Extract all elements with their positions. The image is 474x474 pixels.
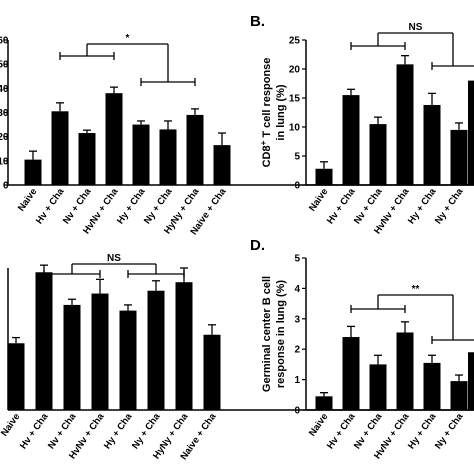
x-tick-label: Ny + Cha	[433, 186, 466, 226]
panel-label: D.	[250, 237, 265, 254]
y-tick-label: 20	[289, 65, 301, 76]
bar-nv-cha	[63, 304, 81, 410]
significance-label: NS	[107, 253, 121, 264]
bar-hv-cha	[35, 272, 53, 410]
y-tick-label: 25	[289, 36, 301, 47]
y-tick-label: 10	[0, 156, 9, 167]
y-tick-label: 5	[294, 152, 300, 163]
significance-label: **	[412, 284, 420, 295]
bar-ny-cha	[450, 129, 468, 185]
y-tick-label: 15	[289, 94, 301, 105]
bar-ny-cha	[159, 129, 177, 185]
y-tick-label: 0	[3, 181, 9, 192]
x-tick-label: Ny + Cha	[433, 411, 466, 451]
bar-hyny-cha	[175, 282, 193, 410]
y-tick-label: 50	[0, 60, 9, 71]
bar-hv-cha	[342, 95, 360, 185]
y-tick-label: 0	[294, 181, 300, 192]
bar-naive	[315, 396, 333, 410]
bar-nv-cha	[369, 124, 387, 185]
bar-hvnv-cha	[91, 293, 109, 410]
bar-hvnv-cha	[105, 93, 123, 185]
significance-label: *	[126, 33, 130, 44]
bar-ny-cha	[147, 290, 165, 410]
significance-label: NS	[409, 22, 423, 33]
y-tick-label: 3	[294, 314, 300, 325]
bar-nv-cha	[369, 364, 387, 410]
bar-hvnv-cha	[396, 332, 414, 410]
y-axis-label: CD8+ T cell response	[259, 58, 273, 168]
y-axis-label-line2: in lung (%)	[275, 84, 287, 141]
bar-naive-cha	[213, 145, 231, 185]
bar-naive	[315, 168, 333, 185]
bar-hyny-cha	[186, 114, 204, 185]
x-tick-label: Naive	[0, 411, 22, 438]
x-tick-label: Naive	[307, 411, 331, 438]
y-tick-label: 4	[294, 284, 300, 295]
y-tick-label: 1	[294, 375, 300, 386]
y-tick-label: 2	[294, 345, 300, 356]
bar-hy-cha	[132, 124, 150, 185]
y-tick-label: 60	[0, 36, 9, 47]
y-tick-label: 40	[0, 84, 9, 95]
x-tick-label: Naive	[16, 186, 40, 213]
bar-hy-cha	[423, 104, 441, 185]
y-tick-label: 10	[289, 123, 301, 134]
y-tick-label: 30	[0, 108, 9, 119]
bar-nv-cha	[78, 133, 96, 185]
y-axis-label-line2: response in lung (%)	[275, 280, 287, 389]
y-tick-label: 0	[294, 406, 300, 417]
bar-partial	[468, 352, 474, 410]
panel-label: B.	[250, 13, 265, 30]
bar-hv-cha	[51, 111, 69, 185]
bar-naive-cha	[203, 334, 221, 410]
bar-naive	[24, 159, 42, 185]
bar-ny-cha	[450, 381, 468, 410]
bar-hy-cha	[423, 362, 441, 410]
bar-partial	[468, 80, 474, 185]
y-axis-label: Germinal center B cell	[261, 276, 273, 392]
bar-hvnv-cha	[396, 64, 414, 185]
y-tick-label: 5	[294, 254, 300, 265]
bar-naive	[7, 343, 25, 410]
x-tick-label: Naive	[307, 186, 331, 213]
bar-hy-cha	[119, 310, 137, 410]
y-tick-label: 20	[0, 132, 9, 143]
bar-hv-cha	[342, 337, 360, 410]
